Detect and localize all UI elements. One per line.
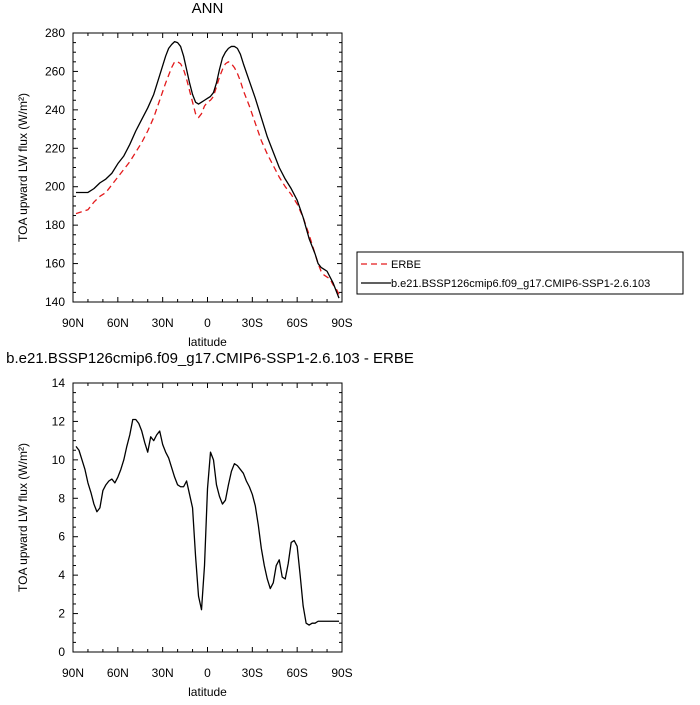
chart-title-1: ANN <box>192 0 224 17</box>
y-axis-label-1: TOA upward LW flux (W/m²) <box>16 93 30 242</box>
series-line-2-1 <box>75 418 340 626</box>
x-tick-label: 0 <box>204 316 211 330</box>
y-axis-label-2-group: TOA upward LW flux (W/m²) <box>16 443 30 592</box>
x-tick-label: 90N <box>62 316 84 330</box>
x-tick-label: 90N <box>62 666 84 680</box>
y-tick-label: 160 <box>45 257 65 271</box>
y-tick-label: 12 <box>52 414 66 428</box>
x-tick-label: 90S <box>331 316 352 330</box>
series-line-1-2 <box>75 41 340 299</box>
legend-label-1: ERBE <box>391 259 421 271</box>
plot-frame-1 <box>72 32 343 303</box>
x-tick-label: 60S <box>286 666 307 680</box>
y-tick-label: 10 <box>52 453 66 467</box>
y-tick-label: 220 <box>45 141 65 155</box>
y-tick-label: 200 <box>45 180 65 194</box>
x-tick-label: 90S <box>331 666 352 680</box>
x-tick-label: 30N <box>152 666 174 680</box>
x-axis-label-2: latitude <box>188 685 227 699</box>
x-tick-label: 30S <box>242 666 263 680</box>
y-tick-label: 240 <box>45 103 65 117</box>
y-tick-label: 180 <box>45 218 65 232</box>
y-tick-label: 260 <box>45 64 65 78</box>
plot-frame-2 <box>72 382 343 653</box>
y-axis-label-2: TOA upward LW flux (W/m²) <box>16 443 30 592</box>
y-tick-label: 6 <box>58 530 65 544</box>
chart-title-2: b.e21.BSSP126cmip6.f09_g17.CMIP6-SSP1-2.… <box>6 350 414 367</box>
x-tick-label: 0 <box>204 666 211 680</box>
series-line-1-1 <box>75 61 340 295</box>
y-axis-label-1-group: TOA upward LW flux (W/m²) <box>16 93 30 242</box>
x-axis-label-1: latitude <box>188 335 227 349</box>
x-tick-label: 60N <box>107 666 129 680</box>
y-tick-label: 280 <box>45 26 65 40</box>
x-tick-label: 60S <box>286 316 307 330</box>
x-tick-label: 30N <box>152 316 174 330</box>
y-tick-label: 8 <box>58 491 65 505</box>
legend-label-2: b.e21.BSSP126cmip6.f09_g17.CMIP6-SSP1-2.… <box>391 278 650 290</box>
x-tick-label: 60N <box>107 316 129 330</box>
y-tick-label: 4 <box>58 568 65 582</box>
y-tick-label: 0 <box>58 645 65 659</box>
y-tick-label: 140 <box>45 295 65 309</box>
x-tick-label: 30S <box>242 316 263 330</box>
y-tick-label: 14 <box>52 376 66 390</box>
legend-box <box>356 251 684 295</box>
y-tick-label: 2 <box>58 607 65 621</box>
